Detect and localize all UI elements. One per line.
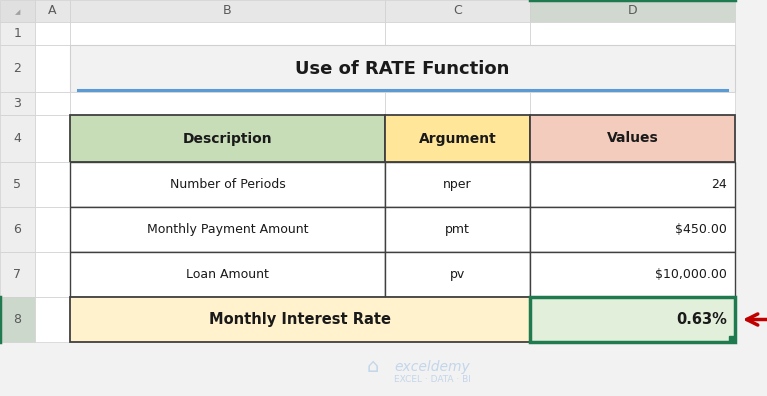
Bar [385,0,530,22]
Bar [70,162,385,207]
Text: D: D [627,4,637,17]
Bar [385,207,530,252]
Bar [385,162,530,207]
Bar [530,162,735,207]
Bar [0,22,35,45]
Text: Loan Amount: Loan Amount [186,268,269,281]
Text: Values: Values [607,131,658,145]
Text: 1: 1 [14,27,21,40]
Text: Argument: Argument [419,131,496,145]
Bar [530,22,735,45]
Bar [530,0,735,22]
Bar [70,92,385,115]
Bar [0,92,35,115]
Text: Monthly Interest Rate: Monthly Interest Rate [209,312,391,327]
Text: ⌂: ⌂ [367,358,379,377]
Text: EXCEL · DATA · BI: EXCEL · DATA · BI [394,375,472,385]
Bar [0,162,35,207]
Bar [0,252,35,297]
Bar [0,45,35,92]
Text: nper: nper [443,178,472,191]
Bar [35,92,70,115]
Text: 8: 8 [14,313,21,326]
Bar [35,115,70,162]
Text: 4: 4 [14,132,21,145]
Bar [70,207,385,252]
Text: $10,000.00: $10,000.00 [655,268,727,281]
Bar [35,0,70,22]
Text: Monthly Payment Amount: Monthly Payment Amount [146,223,308,236]
Bar [70,115,385,162]
Bar [0,115,35,162]
Bar [729,336,735,342]
Bar [530,297,735,342]
Bar [530,115,735,162]
Text: B: B [223,4,232,17]
Bar [35,207,70,252]
Bar [35,22,70,45]
Bar [70,22,385,45]
Text: 24: 24 [711,178,727,191]
Text: 3: 3 [14,97,21,110]
Bar [35,45,70,92]
Text: Number of Periods: Number of Periods [170,178,285,191]
Text: 2: 2 [14,62,21,75]
Text: A: A [48,4,57,17]
Bar [530,207,735,252]
Text: Use of RATE Function: Use of RATE Function [295,59,510,78]
Text: $450.00: $450.00 [675,223,727,236]
Bar [530,92,735,115]
Bar [385,115,530,162]
Bar [530,252,735,297]
Bar [70,297,530,342]
Bar [35,252,70,297]
Bar [70,45,735,92]
Text: 7: 7 [14,268,21,281]
Text: 6: 6 [14,223,21,236]
Text: 0.63%: 0.63% [676,312,727,327]
Bar [35,297,70,342]
Bar [70,252,385,297]
Bar [385,22,530,45]
Text: exceldemy: exceldemy [394,360,470,374]
Text: 5: 5 [14,178,21,191]
Text: Description: Description [183,131,272,145]
Text: ◢: ◢ [15,9,20,15]
Bar [35,162,70,207]
Bar [0,297,35,342]
Bar [385,252,530,297]
Text: pmt: pmt [445,223,470,236]
Text: C: C [453,4,462,17]
Bar [0,207,35,252]
Bar [70,0,385,22]
Bar [0,0,35,22]
Bar [385,92,530,115]
Text: pv: pv [450,268,465,281]
